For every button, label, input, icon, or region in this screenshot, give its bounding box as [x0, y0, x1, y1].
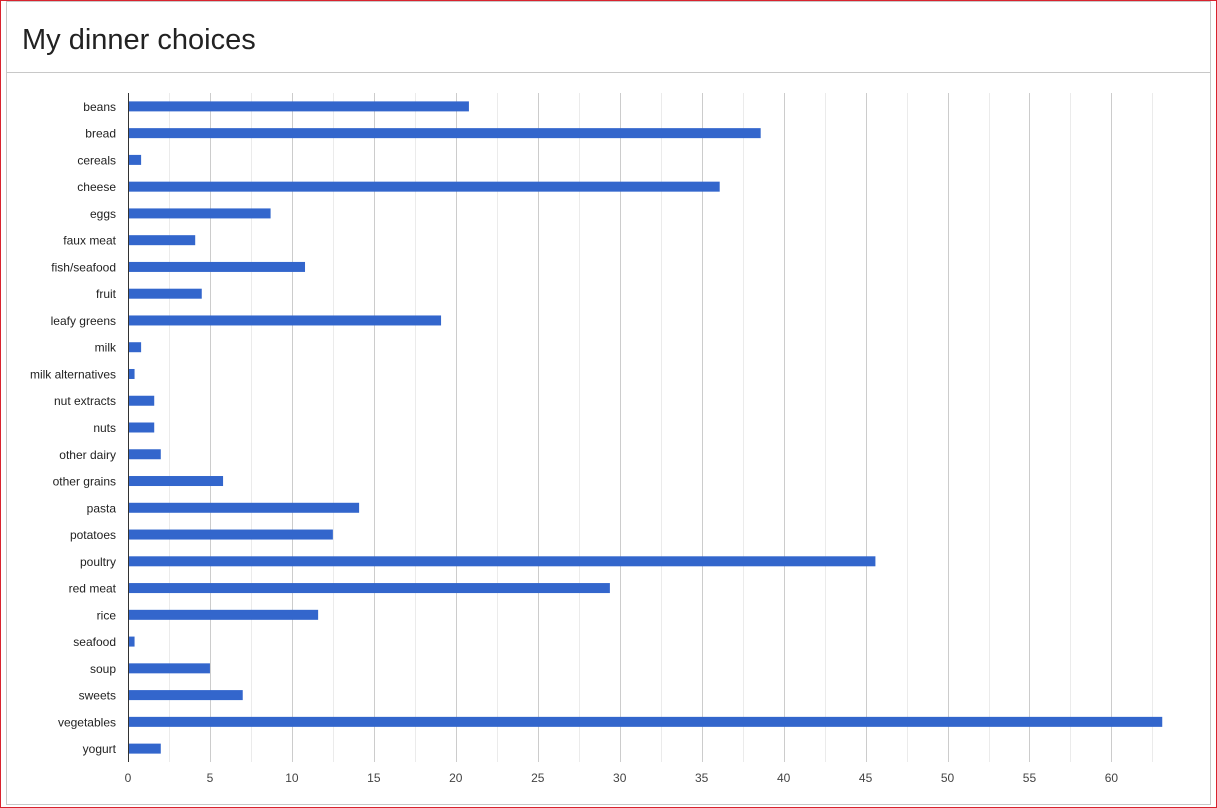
bar-milk[interactable] [128, 342, 142, 353]
category-label: vegetables [58, 715, 116, 729]
x-tick-label: 55 [1023, 771, 1037, 785]
gridlines [169, 93, 1153, 762]
category-label: bread [85, 127, 116, 141]
category-label: fish/seafood [51, 260, 116, 274]
bar-other-dairy[interactable] [128, 449, 161, 460]
category-label: rice [97, 608, 117, 622]
bar-potatoes[interactable] [128, 529, 333, 540]
title-divider [7, 72, 1210, 73]
bar-nuts[interactable] [128, 422, 155, 433]
x-tick-label: 35 [695, 771, 709, 785]
x-tick-label: 10 [285, 771, 299, 785]
bar-eggs[interactable] [128, 208, 271, 219]
bar-faux-meat[interactable] [128, 235, 196, 246]
bar-poultry[interactable] [128, 556, 876, 567]
x-tick-label: 50 [941, 771, 955, 785]
category-label: leafy greens [51, 314, 116, 328]
category-label: eggs [90, 207, 116, 221]
bar-milk-alternatives[interactable] [128, 368, 135, 379]
x-tick-label: 40 [777, 771, 791, 785]
x-tick-label: 60 [1105, 771, 1119, 785]
category-label: red meat [69, 582, 117, 596]
category-label: nuts [93, 421, 116, 435]
bar-seafood[interactable] [128, 636, 135, 647]
category-label: seafood [73, 635, 116, 649]
bar-beans[interactable] [128, 101, 469, 112]
x-tick-label: 45 [859, 771, 873, 785]
bar-bread[interactable] [128, 128, 761, 139]
bar-soup[interactable] [128, 663, 210, 674]
x-tick-label: 25 [531, 771, 545, 785]
bar-vegetables[interactable] [128, 716, 1163, 727]
category-label: beans [83, 100, 116, 114]
x-tick-label: 0 [125, 771, 132, 785]
chart-title: My dinner choices [22, 24, 256, 56]
category-label: milk alternatives [30, 367, 116, 381]
category-label: potatoes [70, 528, 116, 542]
bar-rice[interactable] [128, 609, 319, 620]
category-label: milk [95, 341, 117, 355]
category-label: fruit [96, 287, 117, 301]
category-label: cheese [77, 180, 116, 194]
bar-sweets[interactable] [128, 690, 243, 701]
bar-cereals[interactable] [128, 154, 142, 165]
category-label: yogurt [83, 742, 117, 756]
category-label: nut extracts [54, 394, 116, 408]
category-label: cereals [77, 153, 116, 167]
category-label: sweets [79, 689, 116, 703]
x-tick-label: 30 [613, 771, 627, 785]
bar-other-grains[interactable] [128, 476, 224, 487]
category-label: poultry [80, 555, 116, 569]
category-label: other grains [53, 475, 116, 489]
x-tick-label: 15 [367, 771, 381, 785]
bar-pasta[interactable] [128, 502, 360, 513]
category-label: faux meat [63, 234, 116, 248]
bar-nut-extracts[interactable] [128, 395, 155, 406]
category-label: soup [90, 662, 116, 676]
bar-red-meat[interactable] [128, 583, 610, 594]
bar-fish-seafood[interactable] [128, 261, 306, 272]
x-tick-label: 5 [207, 771, 214, 785]
category-label: pasta [87, 501, 117, 515]
bar-leafy-greens[interactable] [128, 315, 442, 326]
bar-yogurt[interactable] [128, 743, 161, 754]
bars [128, 101, 1163, 754]
category-label: other dairy [59, 448, 116, 462]
x-tick-label: 20 [449, 771, 463, 785]
bar-fruit[interactable] [128, 288, 202, 299]
bar-cheese[interactable] [128, 181, 720, 192]
category-labels: beans bread cereals cheese eggs faux meat fish… [30, 100, 117, 756]
tick-labels: 0 5 10 15 20 25 30 35 40 45 50 55 60 [125, 771, 1119, 785]
